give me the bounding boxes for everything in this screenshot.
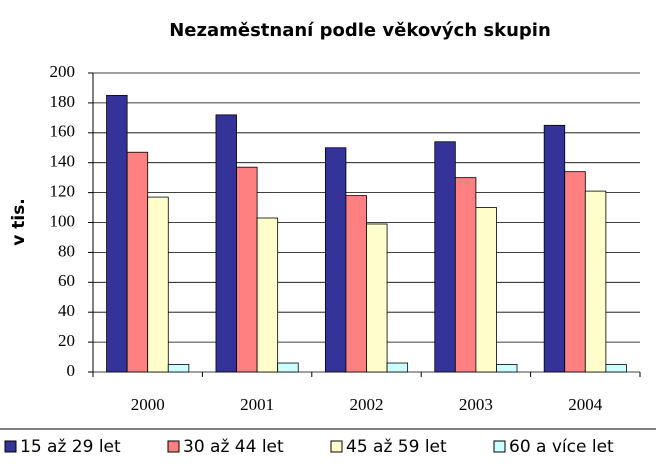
x-tick-label: 2002 [350, 395, 384, 414]
legend-label: 45 až 59 let [346, 437, 447, 457]
bar [454, 177, 477, 373]
bar [584, 190, 607, 373]
bar [106, 95, 128, 373]
y-tick-label: 0 [67, 361, 76, 380]
y-tick-label: 140 [50, 152, 76, 171]
bar [366, 223, 388, 373]
y-tick-label: 200 [50, 62, 76, 81]
bar [147, 196, 169, 373]
y-tick-label: 120 [50, 182, 76, 201]
bar [256, 217, 279, 373]
chart-title: Nezaměstnaní podle věkových skupin [169, 20, 551, 41]
bar [215, 114, 237, 373]
y-tick-label: 20 [58, 331, 75, 350]
bar [496, 364, 518, 373]
bar [277, 362, 299, 373]
x-tick-label: 2001 [240, 395, 274, 414]
legend-label: 60 a více let [509, 437, 614, 457]
bar [543, 124, 566, 373]
bar [236, 166, 258, 373]
bar [345, 195, 367, 373]
legend-label: 30 až 44 let [183, 437, 284, 457]
bar [564, 171, 586, 373]
y-tick-label: 60 [58, 271, 75, 290]
bar [126, 151, 149, 373]
y-tick-label: 160 [50, 122, 76, 141]
y-tick-label: 100 [50, 211, 76, 230]
y-tick-label: 40 [58, 301, 75, 320]
legend-swatch [4, 440, 17, 453]
y-tick-label: 80 [58, 241, 75, 260]
legend-swatch [493, 440, 506, 453]
x-tick-label: 2000 [131, 395, 165, 414]
bar [386, 362, 409, 373]
bar [475, 207, 497, 373]
legend-swatch [167, 440, 180, 453]
x-tick-label: 2004 [568, 395, 603, 414]
y-tick-label: 180 [50, 92, 76, 111]
y-axis-label: v tis. [9, 198, 29, 246]
bar [167, 364, 190, 373]
bar [605, 364, 627, 373]
bar [434, 141, 456, 373]
legend-label: 15 až 29 let [20, 437, 121, 457]
legend-swatch [330, 440, 343, 453]
x-tick-label: 2003 [459, 395, 493, 414]
bar [324, 147, 347, 373]
